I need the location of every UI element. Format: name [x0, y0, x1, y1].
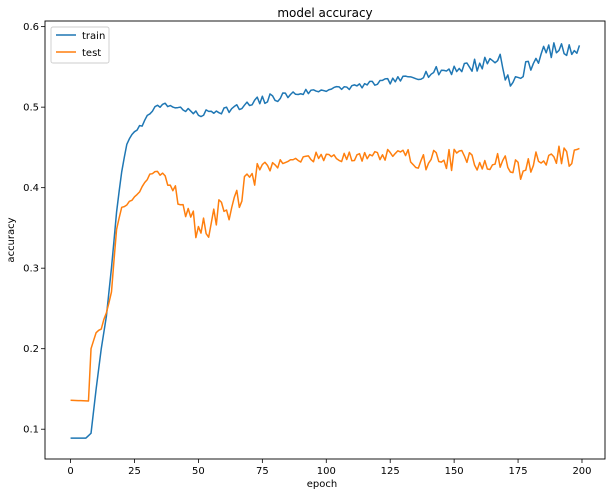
- x-tick-label: 150: [445, 466, 464, 477]
- series-line-train: [70, 42, 581, 439]
- y-tick-label: 0.3: [23, 264, 39, 275]
- x-tick-label: 125: [381, 466, 400, 477]
- x-tick-label: 0: [67, 466, 73, 477]
- plot-frame: [44, 20, 606, 460]
- x-tick-label: 50: [192, 466, 205, 477]
- x-tick-label: 75: [256, 466, 269, 477]
- x-axis: 0 25 50 75 100 125 150 175 200: [67, 459, 592, 477]
- y-tick-label: 0.2: [23, 344, 39, 355]
- x-axis-label: epoch: [307, 479, 337, 490]
- y-axis: 0.1 0.2 0.3 0.4 0.5 0.6: [23, 22, 45, 436]
- y-tick-label: 0.6: [23, 22, 39, 33]
- chart-title: model accuracy: [277, 6, 372, 20]
- x-tick-label: 25: [128, 466, 141, 477]
- legend-box: [50, 26, 110, 64]
- x-tick-label: 175: [509, 466, 528, 477]
- x-tick-label: 200: [572, 466, 591, 477]
- series-line-test: [70, 145, 580, 402]
- y-axis-label: accuracy: [6, 217, 17, 262]
- y-tick-label: 0.5: [23, 103, 39, 114]
- x-tick-label: 100: [317, 466, 336, 477]
- y-tick-label: 0.4: [23, 183, 39, 194]
- legend-label-train: train: [82, 31, 105, 42]
- plot-area: 0 25 50 75 100 125 150 175 200 0.10.20.30.40.50.…: [23, 20, 606, 477]
- y-tick-label: 0.1: [23, 425, 39, 436]
- legend: train test: [50, 26, 110, 64]
- legend-label-test: test: [82, 48, 101, 59]
- series-lines: [70, 42, 581, 439]
